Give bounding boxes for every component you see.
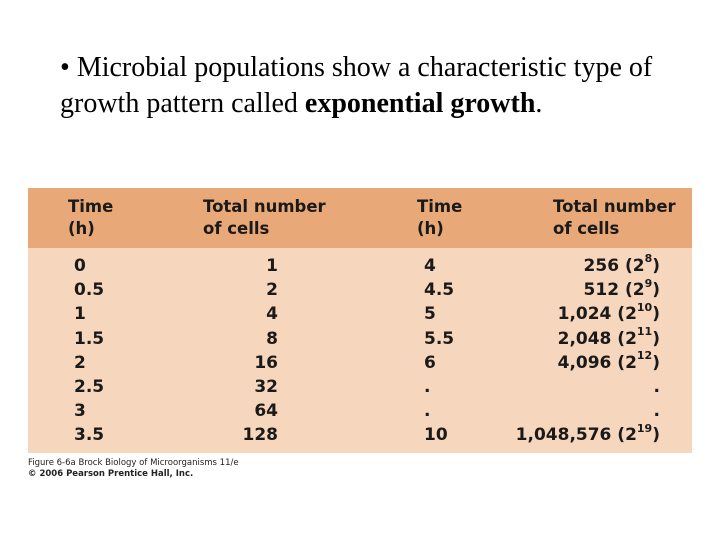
table-cell: 4,096 (212) xyxy=(498,349,660,375)
cell-paren: ) xyxy=(652,352,660,373)
table-cell: 5.5 xyxy=(424,328,455,349)
exponent: 9 xyxy=(644,276,653,290)
table-cell: 256 (28) xyxy=(498,252,660,278)
column-cells-2: 256 (28) 512 (29) 1,024 (210) 2,048 (211) 4,… xyxy=(498,252,660,448)
table-cell: . xyxy=(424,401,431,422)
column-time-2: 4 4.5 5 5.5 6.. 10 xyxy=(424,254,504,448)
table-cell: 4.5 xyxy=(424,280,455,301)
figure-caption: Figure 6-6a Brock Biology of Microorgani… xyxy=(28,458,239,480)
cell-value: 2,048 (2 xyxy=(557,328,637,349)
bullet-text-end: . xyxy=(535,88,543,119)
table-cell: 32 xyxy=(254,377,278,398)
header-time-2: Time (h) xyxy=(417,197,463,238)
table-cell: 2 xyxy=(74,352,86,373)
slide-bullet-text: • Microbial populations show a character… xyxy=(60,50,680,122)
cell-value: 1,024 (2 xyxy=(557,304,637,325)
bullet-text-plain: Microbial populations show a characteris… xyxy=(60,52,653,119)
cell-value: . xyxy=(653,401,660,422)
cell-paren: ) xyxy=(652,280,660,301)
table-cell: 5 xyxy=(424,304,436,325)
table-cell: 10 xyxy=(424,425,448,446)
cell-paren: ) xyxy=(652,256,660,276)
table-cell: 128 xyxy=(242,425,279,446)
table-cell: 16 xyxy=(254,352,278,373)
table-cell: 0 xyxy=(74,256,86,276)
table-cell: . xyxy=(498,375,660,399)
table-cell: 2,048 (211) xyxy=(498,324,660,351)
table-cell: 1.5 xyxy=(74,328,105,349)
cell-value: 256 (2 xyxy=(583,256,645,276)
table-cell: 8 xyxy=(266,328,278,349)
table-cell: 1 xyxy=(74,304,86,325)
cell-value: 4,096 (2 xyxy=(557,352,637,373)
header-cells-2: Total number of cells xyxy=(553,197,676,238)
cell-paren: ) xyxy=(652,425,660,446)
table-cell: 1,024 (210) xyxy=(498,302,660,326)
bullet-mark: • xyxy=(60,52,70,83)
table-cell: 4 xyxy=(266,304,278,325)
exponent: 11 xyxy=(636,324,653,338)
table-cell: 3 xyxy=(74,401,86,422)
caption-line-1: Figure 6-6a Brock Biology of Microorgani… xyxy=(28,458,239,468)
growth-table: Time (h) Total number of cells Time (h) … xyxy=(28,188,692,453)
bold-term-growth: growth xyxy=(450,88,536,119)
table-cell: 0.5 xyxy=(74,280,105,301)
table-cell: 2 xyxy=(266,280,278,301)
table-cell: 2.5 xyxy=(74,377,105,398)
table-cell: 6 xyxy=(424,352,436,373)
header-time-1: Time (h) xyxy=(68,197,114,238)
table-header-row: Time (h) Total number of cells Time (h) … xyxy=(28,188,692,248)
table-cell: 512 (29) xyxy=(498,278,660,302)
bold-term-exponential: exponential xyxy=(304,88,444,119)
table-cell: 1 xyxy=(266,256,278,276)
cell-value: 512 (2 xyxy=(583,280,645,301)
cell-value: 1,048,576 (2 xyxy=(515,425,637,446)
cell-paren: ) xyxy=(652,328,660,349)
column-cells-1: 1 2 4 8 16 32 64 128 xyxy=(178,254,279,448)
exponent: 10 xyxy=(636,300,653,314)
cell-value: . xyxy=(653,377,660,398)
table-cell: . xyxy=(498,399,660,423)
table-cell: 64 xyxy=(254,401,278,422)
table-cell: 3.5 xyxy=(74,425,105,446)
table-cell: 4 xyxy=(424,256,436,276)
column-time-1: 0 0.5 1 1.5 2 2.5 3 3.5 xyxy=(74,254,154,448)
header-cells-1: Total number of cells xyxy=(203,197,326,238)
cell-paren: ) xyxy=(652,304,660,325)
exponent: 12 xyxy=(636,349,653,363)
exponent: 8 xyxy=(644,252,653,266)
table-cell: 1,048,576 (219) xyxy=(498,423,660,447)
exponent: 19 xyxy=(636,421,653,435)
table-body: 0 0.5 1 1.5 2 2.5 3 3.5 1 2 4 8 16 32 64 128 4 4.5 5 5.5 6… xyxy=(28,248,692,453)
caption-line-2: © 2006 Pearson Prentice Hall, Inc. xyxy=(28,469,194,479)
table-cell: . xyxy=(424,377,431,398)
